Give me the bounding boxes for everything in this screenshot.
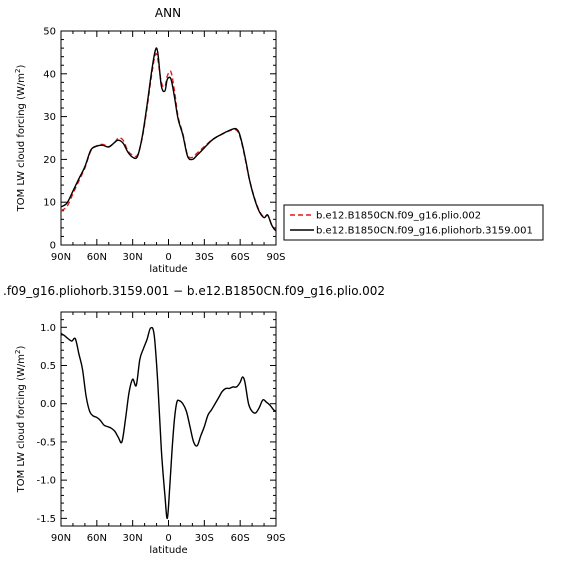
x-tick-label: 30S <box>195 533 214 544</box>
x-tick-label: 60S <box>231 252 250 263</box>
x-tick-label: 60N <box>87 252 107 263</box>
y-tick-label: 20 <box>43 155 56 166</box>
y-tick-label: 10 <box>43 198 56 209</box>
x-tick-label: 90N <box>51 533 71 544</box>
x-tick-label: 30N <box>123 533 143 544</box>
y-tick-label: -1.5 <box>36 514 56 525</box>
x-tick-label: 30S <box>195 252 214 263</box>
x-tick-label: 0 <box>165 252 171 263</box>
y-tick-label: 30 <box>43 112 56 123</box>
x-tick-label: 90N <box>51 252 71 263</box>
legend: b.e12.B1850CN.f09_g16.plio.002 b.e12.B185… <box>283 204 544 241</box>
y-axis-label: TOM LW cloud forcing (W/m2) <box>14 346 27 494</box>
y-tick-label: 1.0 <box>40 323 56 334</box>
y-tick-label: 40 <box>43 69 56 80</box>
x-axis-label: latitude <box>149 264 187 275</box>
x-tick-label: 30N <box>123 252 143 263</box>
y-tick-label: 50 <box>43 27 56 38</box>
y-tick-label: 0.5 <box>40 361 56 372</box>
y-axis-label: TOM LW cloud forcing (W/m2) <box>14 65 27 213</box>
series-line-2 <box>60 47 277 232</box>
plot-frame <box>60 30 277 246</box>
legend-label-2: b.e12.B1850CN.f09_g16.pliohorb.3159.001 <box>316 226 533 237</box>
plot-frame <box>60 311 277 527</box>
legend-label-1: b.e12.B1850CN.f09_g16.plio.002 <box>316 211 481 222</box>
x-tick-label: 0 <box>165 533 171 544</box>
y-tick-label: -0.5 <box>36 437 56 448</box>
x-tick-label: 60N <box>87 533 107 544</box>
bottom-panel: 90N 60N 30N 0 30S 60S 90S 1.0 0.5 0.0 -0.5 -1.0 -1.5… <box>3 284 385 556</box>
y-tick-label: 0.0 <box>40 399 56 410</box>
legend-box <box>283 204 544 241</box>
series-line-1 <box>60 52 277 231</box>
x-axis-label: latitude <box>149 545 187 556</box>
y-tick-label: 0 <box>50 241 56 252</box>
chart-title: .f09_g16.pliohorb.3159.001 − b.e12.B1850… <box>3 284 385 298</box>
x-tick-label: 90S <box>266 533 285 544</box>
x-tick-label: 60S <box>231 533 250 544</box>
top-panel: 90N 60N 30N 0 30S 60S 90S 0 10 20 30 40 50 ANN latitud… <box>14 6 286 275</box>
x-tick-label: 90S <box>266 252 285 263</box>
y-tick-label: -1.0 <box>36 476 56 487</box>
series-line-1 <box>60 326 277 520</box>
chart-title: ANN <box>155 6 181 20</box>
